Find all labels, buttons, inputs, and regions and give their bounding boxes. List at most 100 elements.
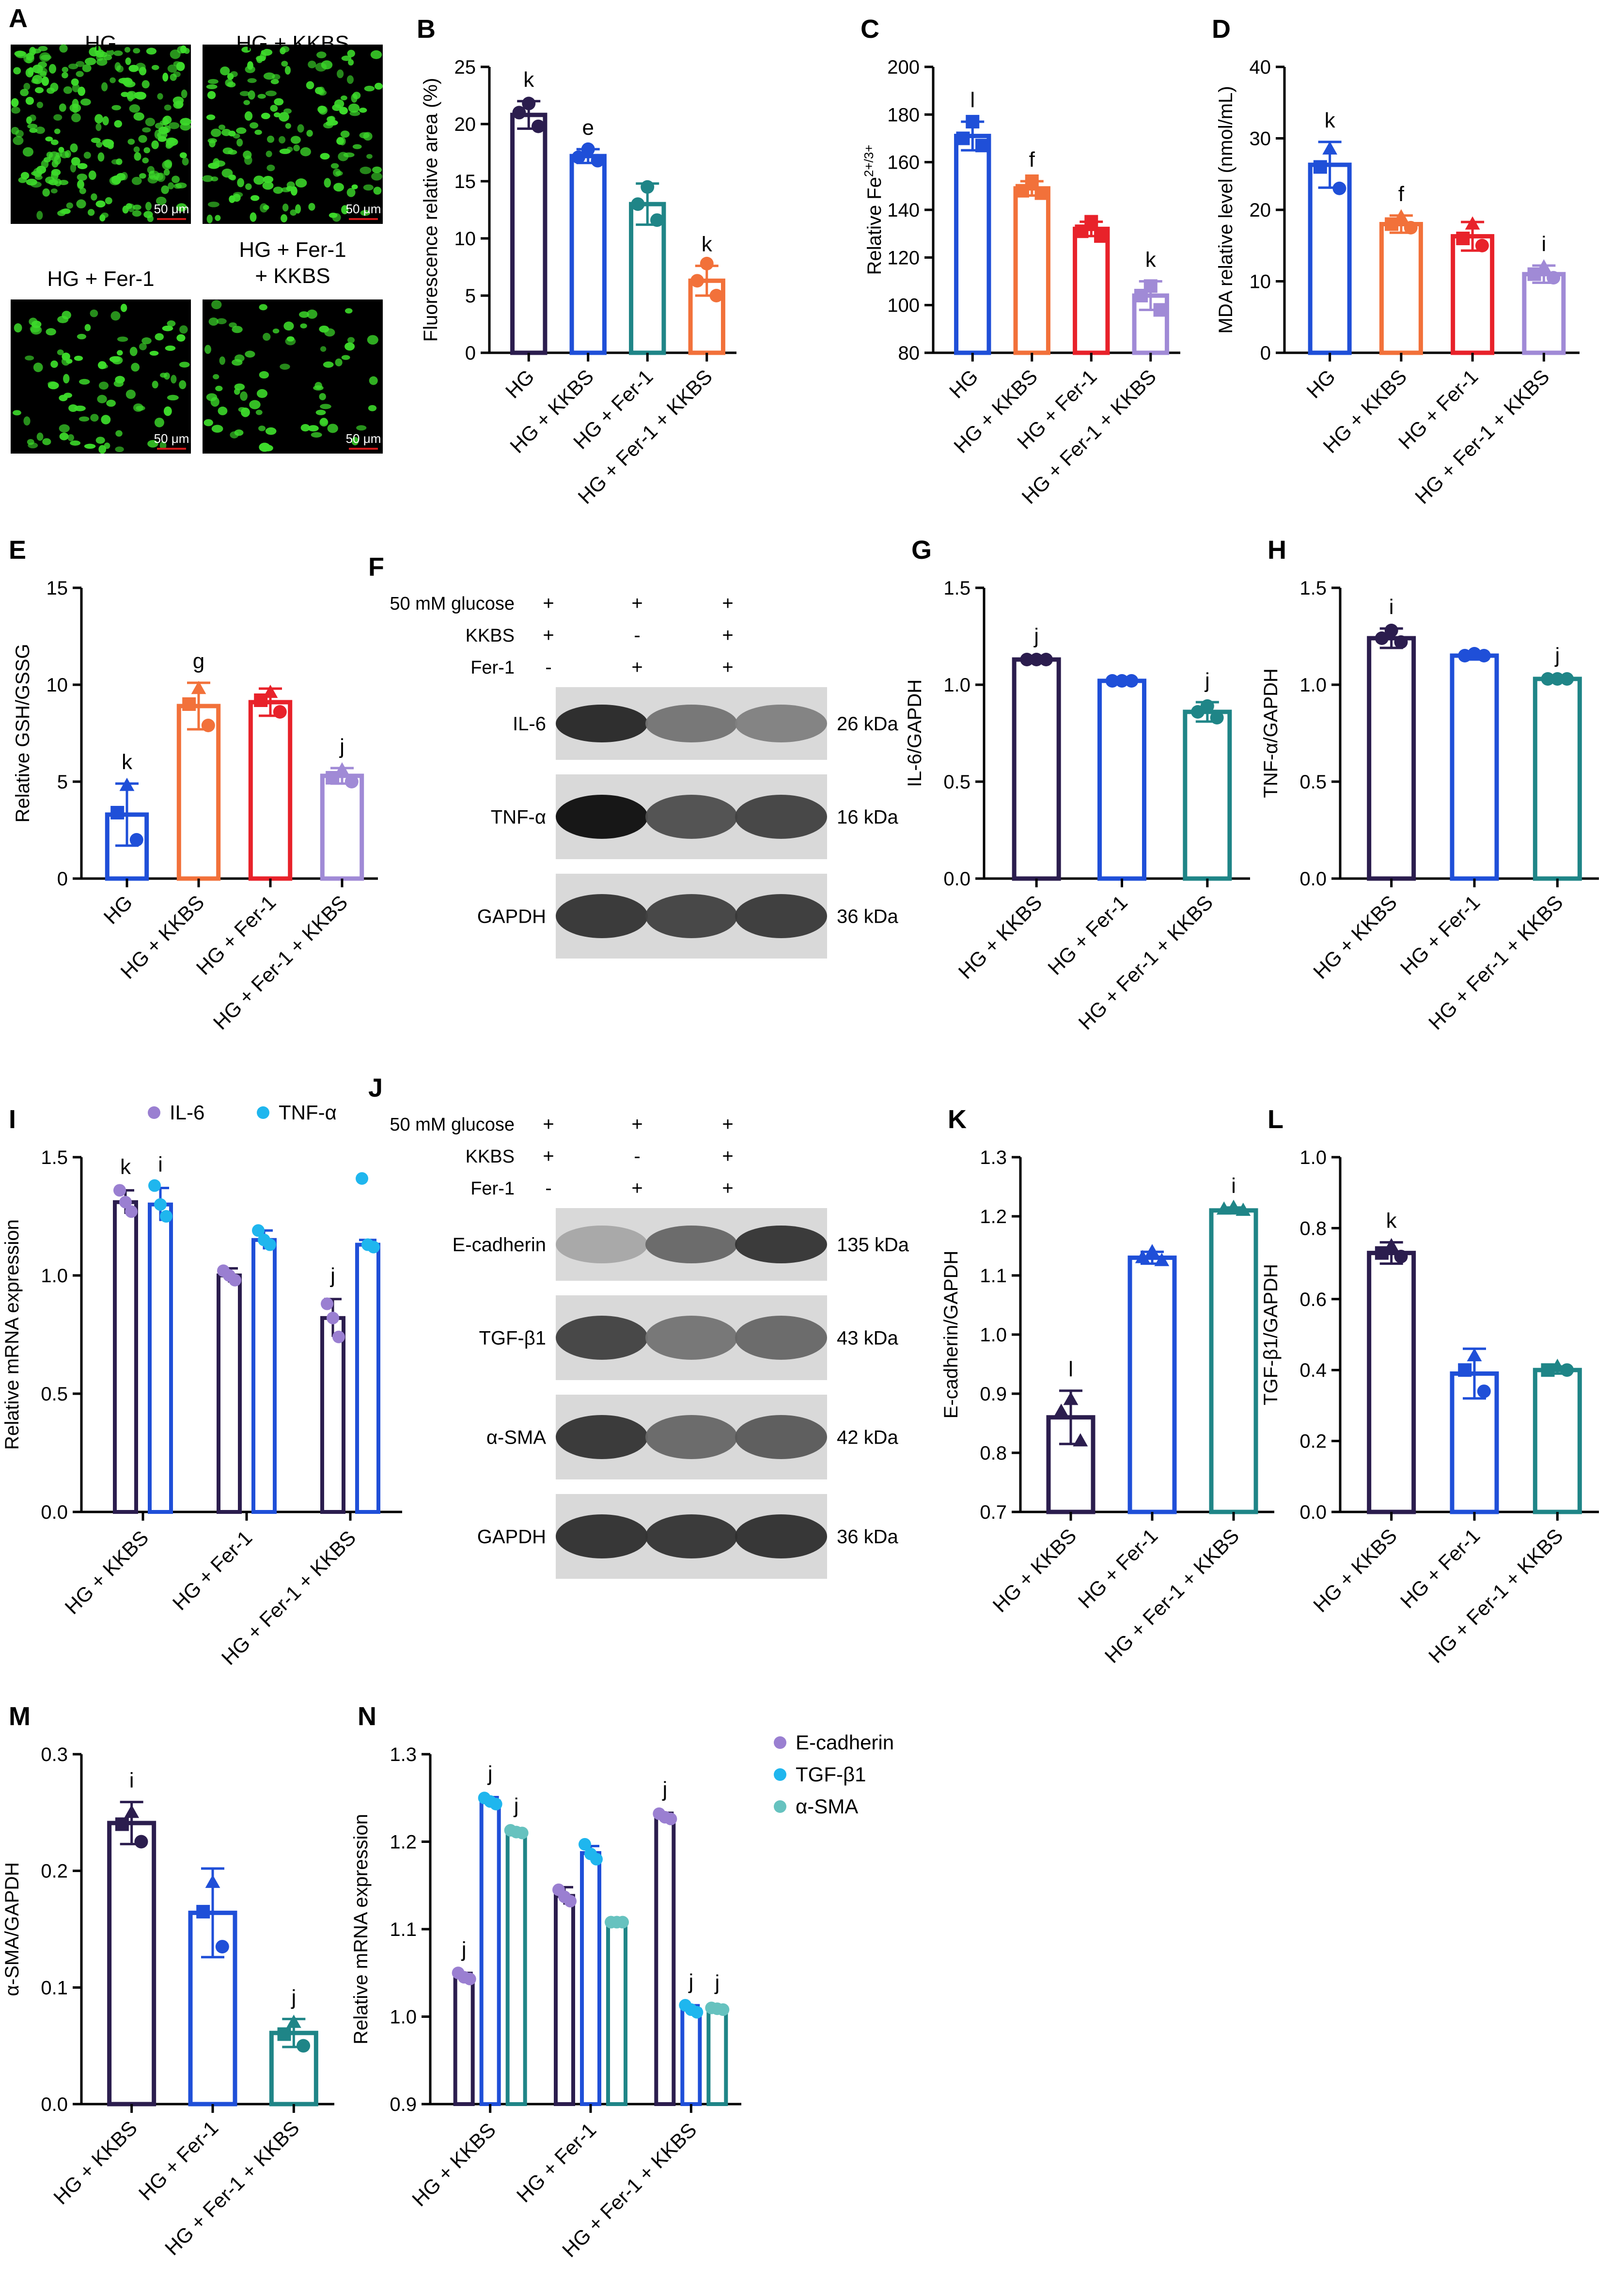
bar-N-1-1 xyxy=(580,1851,601,2107)
data-point-H-0 xyxy=(1394,635,1408,649)
cell-nucleus xyxy=(163,406,172,416)
cell-nucleus xyxy=(344,342,355,351)
cell-nucleus xyxy=(243,100,250,105)
condition-mark: - xyxy=(634,1146,640,1167)
data-point-H-0 xyxy=(1384,624,1398,637)
cell-nucleus xyxy=(334,99,344,109)
cell-nucleus xyxy=(220,66,230,76)
cell-nucleus xyxy=(77,173,88,181)
cell-nucleus xyxy=(149,171,155,179)
legend-label-I: TNF-α xyxy=(279,1101,337,1124)
significance-letter-N: j xyxy=(461,1937,467,1961)
bar-E-1 xyxy=(176,704,221,881)
cell-nucleus xyxy=(266,164,275,172)
cell-nucleus xyxy=(311,432,322,438)
data-point-B-3 xyxy=(709,289,723,302)
cell-nucleus xyxy=(84,324,91,331)
cell-nucleus xyxy=(234,388,240,395)
cell-nucleus xyxy=(22,147,33,157)
cell-nucleus xyxy=(159,441,167,450)
cell-nucleus xyxy=(290,209,297,216)
micrograph-label: HG + KKBS xyxy=(236,31,349,55)
data-point-B-0 xyxy=(522,96,536,110)
condition-label: KKBS xyxy=(466,626,515,646)
legend-label-N: E-cadherin xyxy=(796,1731,894,1754)
x-tick-label-N-1: HG + Fer-1 xyxy=(512,2118,601,2207)
cell-nucleus xyxy=(250,122,259,129)
x-tick-label-N-0: HG + KKBS xyxy=(407,2118,500,2211)
condition-mark: + xyxy=(722,593,733,614)
data-point-K-0 xyxy=(1063,1392,1079,1405)
cell-nucleus xyxy=(127,204,135,212)
cell-nucleus xyxy=(59,424,70,433)
significance-letter-E-0: k xyxy=(122,750,133,774)
data-point-M-2 xyxy=(277,2027,291,2041)
x-tick-label-H-2: HG + Fer-1 + KKBS xyxy=(1424,891,1567,1034)
cell-nucleus xyxy=(206,84,218,90)
panel-letter-N: N xyxy=(358,1702,376,1731)
legend-marker-N xyxy=(774,1800,786,1813)
cell-nucleus xyxy=(43,157,51,163)
blot-size-label: 135 kDa xyxy=(837,1234,909,1256)
scale-bar-label: 50 μm xyxy=(346,202,381,216)
cell-nucleus xyxy=(281,61,288,67)
cell-nucleus xyxy=(20,89,29,96)
cell-nucleus xyxy=(274,98,284,106)
data-point-C-3 xyxy=(1153,303,1167,317)
significance-letter-C-1: f xyxy=(1029,148,1035,172)
blot-band xyxy=(645,795,737,839)
cell-nucleus xyxy=(341,95,347,101)
cell-nucleus xyxy=(341,205,349,215)
scale-bar-label: 50 μm xyxy=(154,202,189,216)
data-point-H-2 xyxy=(1541,672,1555,686)
y-axis-title-D: MDA relative level (nmol/mL) xyxy=(1215,86,1236,333)
cell-nucleus xyxy=(167,64,178,73)
cell-nucleus xyxy=(270,105,278,112)
data-point-G-0 xyxy=(1030,653,1044,666)
cell-nucleus xyxy=(156,196,167,205)
cell-nucleus xyxy=(116,173,126,181)
cell-nucleus xyxy=(167,394,179,401)
cell-nucleus xyxy=(127,139,135,145)
cell-nucleus xyxy=(30,325,42,335)
cell-nucleus xyxy=(207,202,219,207)
cell-nucleus xyxy=(91,193,97,201)
data-point-N-0-0 xyxy=(463,1972,476,1985)
cell-nucleus xyxy=(28,67,34,76)
significance-letter-N: j xyxy=(661,1777,667,1801)
cell-nucleus xyxy=(320,346,327,352)
bar-I-1-0 xyxy=(148,1202,173,1514)
cell-nucleus xyxy=(115,446,124,453)
significance-letter-B-3: k xyxy=(702,233,713,256)
cell-nucleus xyxy=(138,135,147,143)
bar-N-1-0 xyxy=(479,1799,501,2106)
cell-nucleus xyxy=(34,87,44,94)
cell-nucleus xyxy=(59,44,68,53)
cell-nucleus xyxy=(117,350,123,356)
cell-nucleus xyxy=(315,409,326,415)
significance-letter-G-0: j xyxy=(1033,624,1039,648)
data-point-I-0-0 xyxy=(113,1184,126,1197)
data-point-K-0 xyxy=(1053,1403,1069,1417)
cell-nucleus xyxy=(216,318,227,325)
y-axis-title-C: Relative Fe2+/3+ xyxy=(861,145,885,275)
cell-nucleus xyxy=(206,393,218,401)
cell-nucleus xyxy=(35,126,45,134)
panel-letter-C: C xyxy=(861,15,879,44)
cell-nucleus xyxy=(248,90,255,100)
bar-D-2 xyxy=(1451,234,1495,355)
cell-nucleus xyxy=(78,86,86,96)
cell-nucleus xyxy=(77,163,88,170)
cell-nucleus xyxy=(283,108,292,114)
cell-nucleus xyxy=(90,309,98,317)
cell-nucleus xyxy=(239,91,250,96)
cell-nucleus xyxy=(106,399,116,407)
cell-nucleus xyxy=(72,83,80,93)
y-tick-label-G: 1.5 xyxy=(943,578,970,599)
cell-nucleus xyxy=(42,438,51,445)
cell-nucleus xyxy=(71,78,79,86)
cell-nucleus xyxy=(71,113,81,123)
data-point-K-2 xyxy=(1236,1202,1251,1216)
y-tick-label-K: 0.8 xyxy=(980,1443,1007,1464)
cell-nucleus xyxy=(236,127,247,134)
